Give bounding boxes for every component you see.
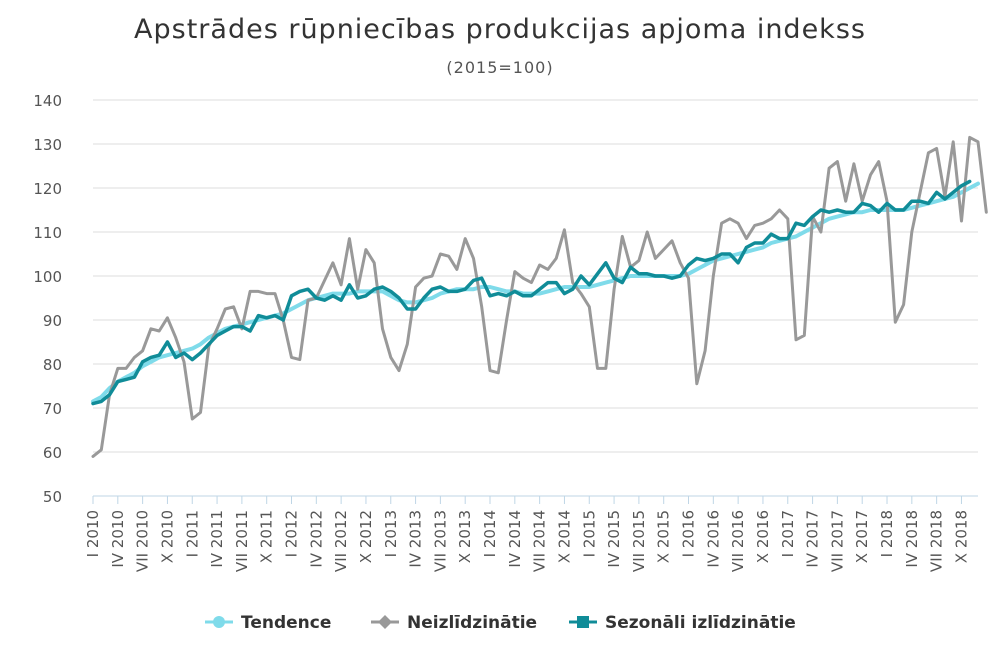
y-tick-label: 140 xyxy=(33,92,62,110)
legend-item[interactable]: Tendence xyxy=(205,613,331,633)
legend-marker-square xyxy=(577,616,589,628)
chart-subtitle: (2015=100) xyxy=(446,58,553,77)
y-tick-label: 50 xyxy=(43,488,62,506)
legend-item[interactable]: Sezonāli izlīdzinātie xyxy=(569,613,796,633)
x-tick-label: VII 2017 xyxy=(828,510,846,572)
x-tick-label: IV 2011 xyxy=(208,510,226,568)
grid xyxy=(93,99,978,497)
x-tick-label: I 2013 xyxy=(382,510,400,557)
x-tick-label: X 2017 xyxy=(853,510,871,563)
x-tick-label: X 2012 xyxy=(357,510,375,563)
x-tick-label: X 2010 xyxy=(158,510,176,563)
legend-label: Sezonāli izlīdzinātie xyxy=(605,613,796,633)
x-tick-label: VII 2013 xyxy=(431,510,449,572)
x-tick-label: IV 2010 xyxy=(109,510,127,568)
x-tick-label: X 2015 xyxy=(655,510,673,563)
x-tick-label: I 2010 xyxy=(84,510,102,557)
chart-title: Apstrādes rūpniecības produkcijas apjoma… xyxy=(134,14,866,45)
legend-label: Tendence xyxy=(241,613,331,633)
x-tick-label: I 2017 xyxy=(779,510,797,557)
y-tick-label: 100 xyxy=(33,268,62,286)
y-tick-label: 110 xyxy=(33,224,62,242)
x-tick-label: VII 2011 xyxy=(233,510,251,572)
series-line-3 xyxy=(91,179,972,406)
x-tick-label: VII 2015 xyxy=(630,510,648,572)
plot-area xyxy=(91,135,988,458)
x-tick-label: I 2012 xyxy=(283,510,301,557)
legend: Tendence Neizlīdzinātie Sezonāli izlīdzinā… xyxy=(205,613,796,633)
x-tick-label: IV 2017 xyxy=(804,510,822,568)
legend-label: Neizlīdzinātie xyxy=(407,613,537,633)
x-tick-label: IV 2012 xyxy=(307,510,325,568)
legend-item[interactable]: Neizlīdzinātie xyxy=(371,613,537,633)
x-tick-label: IV 2015 xyxy=(605,510,623,568)
y-axis: 50 60 70 80 90 100 110 120 130 140 xyxy=(33,92,62,506)
x-axis: I 2010 IV 2010 VII 2010 X 2010 I 2011 IV 2011… xyxy=(84,496,970,572)
x-tick-label: X 2014 xyxy=(555,510,573,563)
x-tick-label: X 2013 xyxy=(456,510,474,563)
x-tick-label: I 2014 xyxy=(481,510,499,557)
x-tick-label: IV 2014 xyxy=(506,510,524,568)
x-tick-label: IV 2018 xyxy=(903,510,921,568)
y-tick-label: 120 xyxy=(33,180,62,198)
x-tick-label: VII 2018 xyxy=(928,510,946,572)
series-line-2 xyxy=(91,135,988,458)
x-tick-label: I 2016 xyxy=(680,510,698,557)
x-tick-label: VII 2016 xyxy=(729,510,747,572)
x-tick-label: IV 2016 xyxy=(704,510,722,568)
x-tick-label: VII 2014 xyxy=(531,510,549,572)
x-tick-label: X 2018 xyxy=(952,510,970,563)
x-tick-label: I 2015 xyxy=(580,510,598,557)
y-tick-label: 80 xyxy=(43,356,62,374)
legend-marker-circle xyxy=(213,616,225,628)
y-tick-label: 130 xyxy=(33,136,62,154)
y-tick-label: 90 xyxy=(43,312,62,330)
y-tick-label: 70 xyxy=(43,400,62,418)
x-tick-label: I 2018 xyxy=(878,510,896,557)
x-tick-label: I 2011 xyxy=(183,510,201,557)
x-tick-label: VII 2010 xyxy=(134,510,152,572)
x-tick-label: X 2016 xyxy=(754,510,772,563)
x-tick-label: IV 2013 xyxy=(407,510,425,568)
legend-marker-diamond xyxy=(378,615,392,629)
y-tick-label: 60 xyxy=(43,444,62,462)
x-tick-label: X 2011 xyxy=(258,510,276,563)
x-tick-label: VII 2012 xyxy=(332,510,350,572)
